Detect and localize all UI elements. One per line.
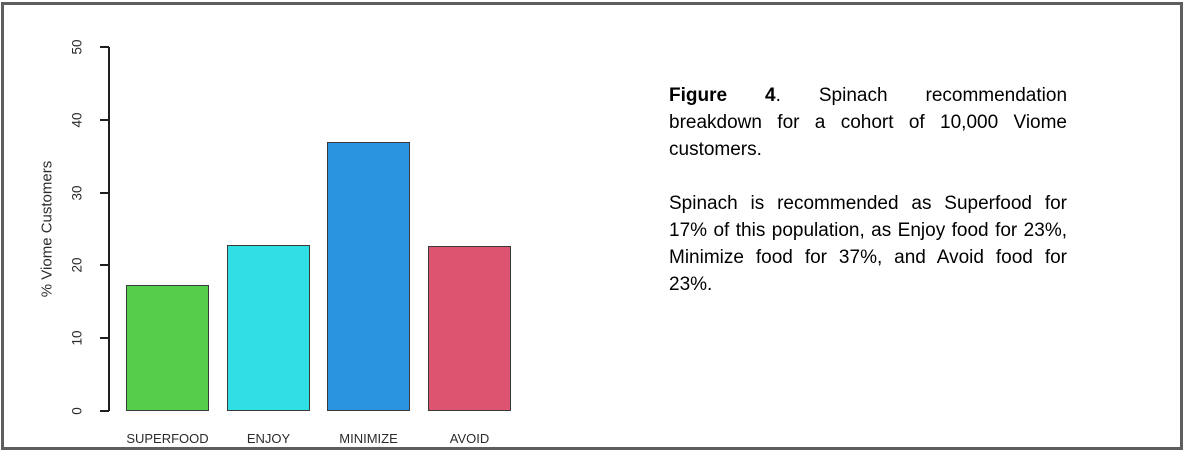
y-tick-label: 20 <box>69 257 85 273</box>
y-tick-label: 50 <box>69 39 85 55</box>
x-label-enjoy: ENJOY <box>246 431 291 446</box>
y-tick-mark <box>100 118 109 121</box>
y-tick-mark <box>100 46 109 48</box>
bar-chart: 0 10 20 30 40 50 % Viome Customers SUPERFOOD ENJ… <box>4 5 604 471</box>
y-tick-label: 40 <box>69 112 85 128</box>
bar-superfood <box>126 285 209 411</box>
figure-label: Figure 4 <box>669 85 776 106</box>
caption-paragraph-1: Figure 4. Spinach recommendation breakdo… <box>669 82 1067 163</box>
y-axis-line <box>108 47 110 411</box>
y-tick-label: 0 <box>69 407 85 415</box>
caption-paragraph-2: Spinach is recommended as Superfood for … <box>669 193 1067 295</box>
figure-caption-text: . Spinach recommendation breakdown for a… <box>669 85 1068 160</box>
y-tick-mark <box>100 191 109 194</box>
bar-avoid <box>428 245 511 411</box>
figure-caption: Figure 4. Spinach recommendation breakdo… <box>669 82 1067 298</box>
x-label-superfood: SUPERFOOD <box>126 431 209 446</box>
y-tick-mark <box>100 337 109 340</box>
x-label-minimize: MINIMIZE <box>339 431 398 446</box>
y-tick-mark <box>100 410 109 412</box>
figure-panel: 0 10 20 30 40 50 % Viome Customers SUPERFOOD ENJ… <box>1 2 1183 450</box>
bar-minimize <box>327 141 410 411</box>
y-tick-label: 10 <box>69 330 85 346</box>
y-tick-label: 30 <box>69 185 85 201</box>
y-axis-title: % Viome Customers <box>38 160 56 298</box>
bar-enjoy <box>227 245 310 411</box>
y-tick-mark <box>100 264 109 267</box>
x-label-avoid: AVOID <box>449 431 490 446</box>
